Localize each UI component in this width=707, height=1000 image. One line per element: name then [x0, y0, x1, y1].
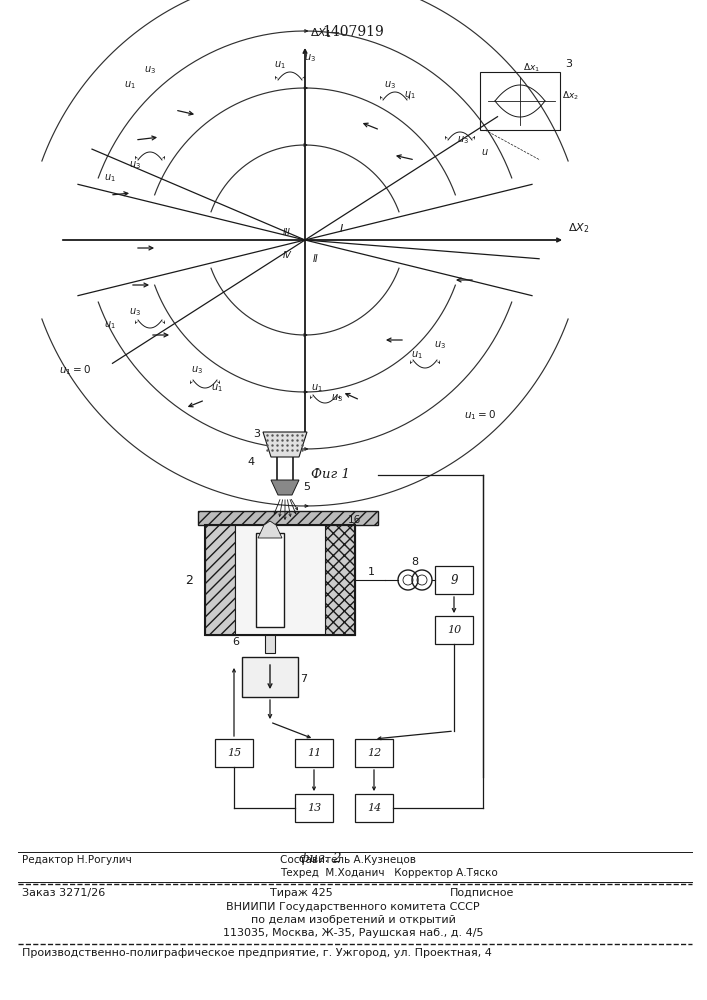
Text: $\Delta x_2$: $\Delta x_2$: [562, 90, 579, 103]
Text: 9: 9: [450, 574, 457, 586]
Text: II: II: [313, 254, 319, 264]
Text: 4: 4: [247, 457, 254, 467]
Text: $\Delta X_2$: $\Delta X_2$: [568, 221, 590, 235]
Text: 7: 7: [300, 674, 307, 684]
Bar: [205, 525, 355, 635]
Text: $u_3$: $u_3$: [457, 134, 469, 146]
Text: $u_3$: $u_3$: [384, 79, 396, 91]
Text: $u_1$: $u_1$: [411, 349, 423, 361]
Text: Составитель А.Кузнецов: Составитель А.Кузнецов: [280, 855, 416, 865]
Bar: [235, 525, 325, 635]
Text: 8: 8: [411, 557, 419, 567]
Text: $u_3$: $u_3$: [129, 159, 141, 171]
Bar: [325, 525, 355, 635]
Text: 5: 5: [303, 482, 310, 492]
Text: 16: 16: [348, 515, 361, 525]
Text: $u$: $u$: [481, 147, 489, 157]
Bar: [215, 739, 253, 767]
Polygon shape: [263, 432, 307, 457]
Bar: [205, 525, 235, 635]
Text: $u_1$: $u_1$: [124, 79, 136, 91]
Text: $u_3$: $u_3$: [144, 64, 156, 76]
Text: 10: 10: [447, 625, 461, 635]
Text: 6: 6: [232, 637, 239, 647]
Text: $\Delta x_1$: $\Delta x_1$: [523, 61, 540, 74]
Bar: [198, 511, 378, 525]
Bar: [242, 657, 298, 697]
Text: Редактор Н.Рогулич: Редактор Н.Рогулич: [22, 855, 132, 865]
Text: 3: 3: [253, 429, 260, 439]
Text: $u_3$: $u_3$: [191, 364, 203, 376]
Text: 3: 3: [565, 59, 572, 69]
Text: 12: 12: [367, 748, 381, 758]
Text: ВНИИПИ Государственного комитета СССР: ВНИИПИ Государственного комитета СССР: [226, 902, 480, 912]
Text: 14: 14: [367, 803, 381, 813]
Bar: [435, 566, 473, 594]
Text: $u_1$: $u_1$: [211, 382, 223, 394]
Text: I: I: [340, 224, 344, 234]
Text: 13: 13: [307, 803, 321, 813]
Text: 113035, Москва, Ж-35, Раушская наб., д. 4/5: 113035, Москва, Ж-35, Раушская наб., д. …: [223, 928, 484, 938]
Text: Заказ 3271/26: Заказ 3271/26: [22, 888, 105, 898]
Text: IV: IV: [283, 251, 292, 260]
Text: $u_1=0$: $u_1=0$: [59, 363, 91, 377]
Polygon shape: [258, 521, 282, 538]
Text: $\Delta X_1$: $\Delta X_1$: [310, 26, 332, 40]
Bar: [355, 739, 393, 767]
Text: $u_3$: $u_3$: [304, 52, 316, 64]
Text: Техред  М.Ходанич   Корректор А.Тяско: Техред М.Ходанич Корректор А.Тяско: [280, 868, 498, 878]
Text: III: III: [283, 228, 291, 237]
Text: $u_3$: $u_3$: [129, 306, 141, 318]
Bar: [480, 72, 560, 130]
Bar: [435, 616, 473, 644]
Text: Подписное: Подписное: [450, 888, 515, 898]
Text: 1407919: 1407919: [322, 25, 384, 39]
Text: по делам изобретений и открытий: по делам изобретений и открытий: [250, 915, 455, 925]
Text: $u_1$: $u_1$: [311, 382, 323, 394]
Text: 1: 1: [368, 567, 375, 577]
Bar: [355, 794, 393, 822]
Text: $u_3$: $u_3$: [434, 339, 446, 351]
Text: $u_1$: $u_1$: [104, 172, 116, 184]
Bar: [256, 533, 284, 627]
Text: фиг. 2: фиг. 2: [299, 852, 341, 865]
Bar: [295, 739, 333, 767]
Polygon shape: [271, 480, 299, 495]
Text: $u_1=0$: $u_1=0$: [464, 408, 496, 422]
Text: $u_1$: $u_1$: [274, 59, 286, 71]
Text: Тираж 425: Тираж 425: [270, 888, 333, 898]
Text: 11: 11: [307, 748, 321, 758]
Text: $u_1$: $u_1$: [404, 89, 416, 101]
Text: $u_3$: $u_3$: [331, 392, 343, 404]
Text: 2: 2: [185, 574, 193, 586]
Text: Фиг 1: Фиг 1: [310, 468, 349, 481]
Bar: [265, 635, 275, 653]
Text: 15: 15: [227, 748, 241, 758]
Text: $u_1$: $u_1$: [104, 319, 116, 331]
Text: Производственно-полиграфическое предприятие, г. Ужгород, ул. Проектная, 4: Производственно-полиграфическое предприя…: [22, 948, 492, 958]
Bar: [295, 794, 333, 822]
